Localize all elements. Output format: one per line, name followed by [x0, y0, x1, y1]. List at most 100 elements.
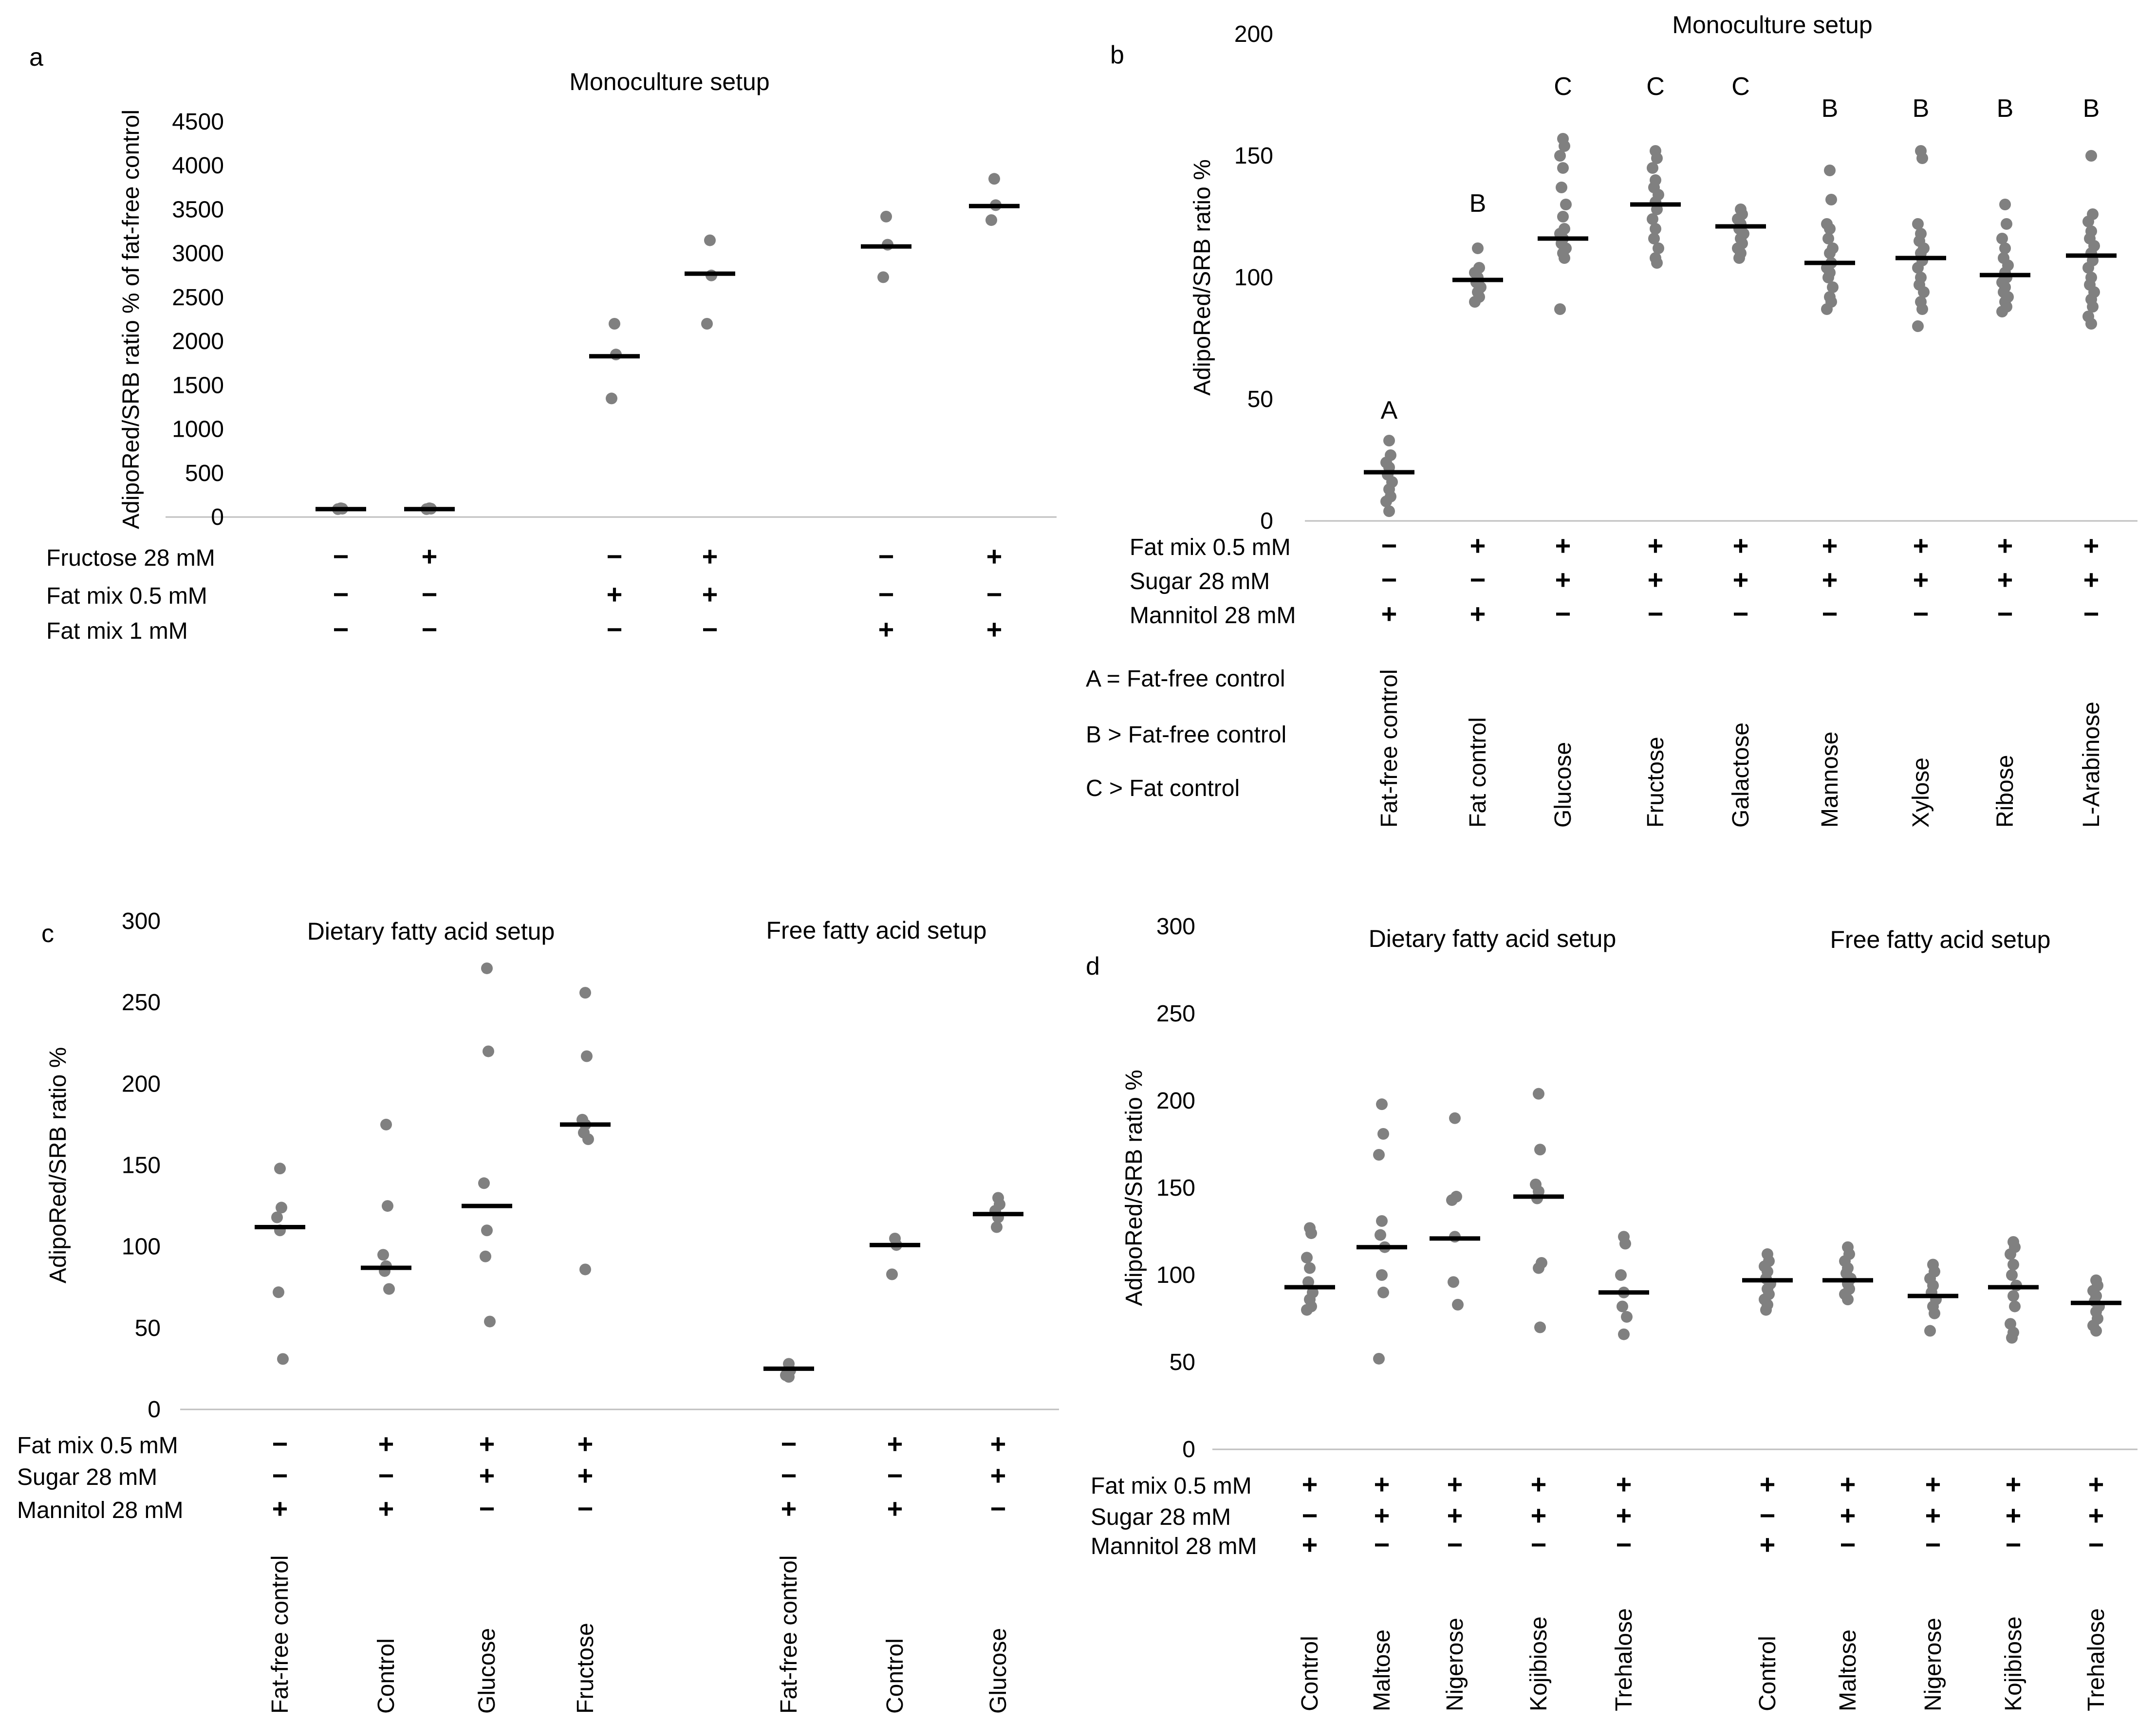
category-label: Xylose: [1908, 758, 1934, 828]
data-point: [1554, 303, 1566, 315]
data-point: [1373, 1352, 1385, 1365]
data-point: [886, 1268, 898, 1280]
condition-sign: +: [1925, 1500, 1941, 1531]
data-point: [277, 1353, 289, 1365]
data-point: [1560, 199, 1572, 210]
data-point: [1534, 1321, 1546, 1333]
data-point: [1821, 303, 1833, 315]
data-point: [1651, 257, 1663, 269]
data-point: [1653, 242, 1664, 254]
significance-letter: B: [2083, 94, 2100, 123]
data-point: [2006, 1269, 2018, 1281]
condition-sign: +: [1381, 598, 1397, 629]
category-label: Fructose: [1643, 737, 1669, 828]
condition-sign: +: [1616, 1469, 1632, 1499]
condition-sign: +: [1760, 1469, 1776, 1499]
panel-a: a Monoculture setup 0 500 1000 1500 2000 2500 30…: [29, 43, 1057, 645]
condition-label: Fat mix 0.5 mM: [1091, 1473, 1252, 1499]
data-point: [1924, 1325, 1936, 1337]
data-point: [1650, 223, 1661, 235]
data-point: [1651, 152, 1663, 164]
condition-sign: −: [878, 579, 894, 610]
significance-letter: B: [1997, 94, 2014, 123]
data-point: [377, 1249, 389, 1261]
data-point: [1916, 303, 1928, 315]
panel-label: a: [29, 43, 43, 72]
data-point: [1827, 281, 1839, 293]
data-point: [1446, 1194, 1458, 1206]
condition-sign: −: [607, 541, 623, 572]
condition-sign: −: [990, 1493, 1006, 1524]
data-point: [1448, 1276, 1459, 1288]
y-tick-label: 300: [1156, 914, 1195, 940]
y-tick-label: 500: [185, 461, 224, 486]
condition-sign: −: [1733, 598, 1749, 629]
data-point: [1557, 211, 1569, 222]
data-point: [783, 1371, 795, 1383]
condition-sign: +: [1470, 530, 1486, 561]
condition-sign: +: [1616, 1500, 1632, 1531]
condition-label: Sugar 28 mM: [1091, 1504, 1231, 1530]
condition-sign: −: [272, 1428, 288, 1459]
data-point: [579, 987, 591, 999]
data-point: [1825, 194, 1837, 205]
y-tick-label: 100: [1156, 1262, 1195, 1288]
condition-sign: +: [1531, 1500, 1547, 1531]
condition-sign: +: [479, 1460, 495, 1491]
data-point: [1824, 223, 1836, 235]
condition-sign: −: [1648, 598, 1664, 629]
condition-label: Sugar 28 mM: [17, 1464, 157, 1490]
y-axis-label: AdipoRed/SRB ratio %: [1121, 1070, 1147, 1306]
condition-sign: +: [1374, 1500, 1390, 1531]
data-point: [1301, 1252, 1313, 1264]
chart-title: Monoculture setup: [569, 68, 769, 95]
y-tick-label: 200: [1234, 21, 1273, 47]
legend-entry: B > Fat-free control: [1086, 722, 1286, 748]
chart-title: Dietary fatty acid setup: [1369, 925, 1617, 952]
condition-sign: +: [1925, 1469, 1941, 1499]
condition-sign: +: [1997, 564, 2013, 595]
condition-sign: +: [2083, 564, 2100, 595]
condition-sign: +: [990, 1460, 1006, 1491]
condition-sign: −: [422, 579, 438, 610]
condition-sign: +: [1447, 1469, 1463, 1499]
data-point: [2085, 318, 2097, 330]
category-label: Trehalose: [2083, 1608, 2109, 1711]
y-tick-label: 300: [122, 908, 161, 934]
data-point: [1615, 1269, 1627, 1281]
data-point: [1556, 182, 1567, 193]
condition-sign: −: [2083, 598, 2100, 629]
condition-sign: +: [986, 614, 1003, 645]
data-point: [1822, 272, 1834, 283]
data-point: [483, 1045, 494, 1057]
data-point: [2001, 218, 2012, 230]
data-point: [1824, 165, 1836, 176]
condition-sign: −: [607, 614, 623, 645]
data-point: [481, 1224, 493, 1237]
condition-sign: −: [1913, 598, 1929, 629]
significance-letter: C: [1646, 73, 1665, 101]
category-label: Ribose: [1992, 755, 2018, 828]
condition-sign: +: [1302, 1469, 1318, 1499]
condition-label: Fat mix 0.5 mM: [46, 583, 207, 609]
data-point: [1376, 1269, 1388, 1281]
y-tick-label: 50: [135, 1315, 161, 1341]
data-point: [2082, 262, 2094, 274]
y-tick-label: 100: [1234, 265, 1273, 291]
significance-letter: B: [1821, 94, 1839, 123]
condition-sign: −: [378, 1460, 394, 1491]
data-point: [2007, 1290, 2019, 1302]
category-label: Mannose: [1817, 732, 1843, 828]
data-point: [1380, 496, 1392, 507]
condition-sign: −: [887, 1460, 903, 1491]
condition-sign: +: [1302, 1529, 1318, 1560]
condition-sign: −: [1470, 564, 1486, 595]
y-tick-label: 3500: [172, 197, 224, 222]
condition-sign: −: [422, 614, 438, 645]
condition-sign: +: [1648, 530, 1664, 561]
y-tick-label: 0: [1182, 1437, 1195, 1462]
condition-sign: +: [2006, 1469, 2022, 1499]
y-tick-label: 150: [122, 1153, 161, 1179]
data-point: [1301, 1304, 1313, 1316]
